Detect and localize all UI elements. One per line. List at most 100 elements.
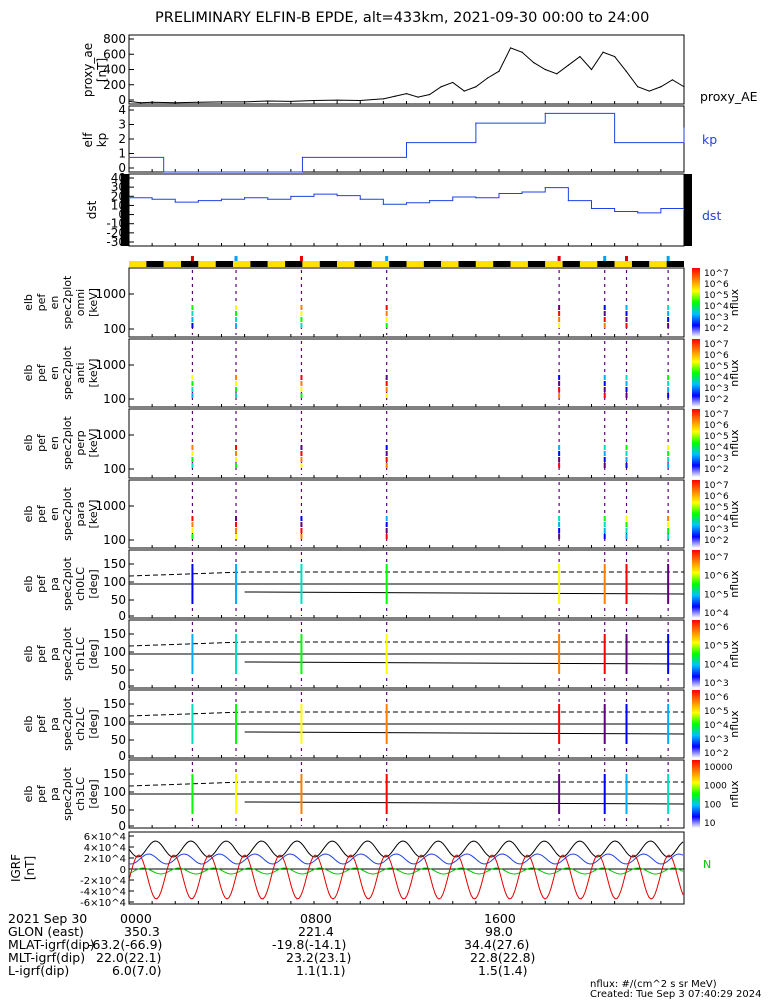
igrf-ylabel-unit: [nT]	[23, 856, 37, 880]
ch1-ytick-label: 50	[111, 663, 126, 677]
para-ylabel-2: en	[48, 507, 61, 521]
proxy-ae-ytick-label: 400	[103, 63, 126, 77]
proxy-ae-line-point	[486, 77, 489, 79]
anti-spectrum-pixel	[558, 375, 561, 380]
perp-spectrum-pixel	[603, 451, 606, 456]
anti-spectrum-pixel	[603, 387, 606, 392]
dst-line-point	[220, 198, 223, 200]
omni-spectrum-pixel	[558, 323, 561, 328]
perp-spectrum-pixel	[625, 445, 628, 450]
ch2-ytick-label: 0	[118, 749, 126, 763]
anti-panel-frame	[128, 338, 685, 408]
proxy-ae-ytick-label: 200	[103, 78, 126, 92]
omni-spectrum-pixel	[558, 311, 561, 316]
ch2-colorbar-tick: 10^6	[704, 693, 729, 703]
science-zone-marker	[299, 256, 303, 261]
omni-colorbar-tick: 10^4	[704, 302, 729, 312]
ch2-pa-pixel	[558, 704, 561, 744]
proxy-ae-legend: proxy_AE	[700, 89, 758, 104]
perp-spectrum-pixel	[558, 463, 561, 468]
perp-spectrum-pixel	[558, 445, 561, 450]
omni-spectrum-pixel	[603, 311, 606, 316]
ch0-colorbar-tick: 10^4	[704, 609, 729, 619]
proxy-ae-line-point	[267, 100, 269, 102]
anti-spectrum-pixel	[558, 381, 561, 386]
science-zone-marker	[666, 256, 670, 261]
para-spectrum-pixel	[625, 516, 628, 521]
proxy-ae-line-point	[290, 100, 292, 103]
science-zone-segment	[250, 261, 268, 267]
science-zone-segment	[146, 261, 164, 267]
para-ylabel-3: spec2plot	[61, 487, 74, 541]
ch3-ylabel-1: pef	[35, 784, 48, 803]
ch3-pa-pixel	[603, 774, 606, 814]
proxy-ae-line-point	[648, 90, 650, 92]
ch2-ylabel-5: [deg]	[87, 709, 100, 738]
dst-edge-bar	[684, 174, 692, 246]
anti-colorbar-tick: 10^7	[704, 340, 729, 350]
omni-spectrum-pixel	[667, 311, 670, 316]
para-colorbar-tick: 10^2	[704, 536, 729, 546]
science-zone-segment	[319, 261, 338, 267]
perp-colorbar-tick: 10^2	[704, 465, 729, 475]
omni-spectrum-pixel	[625, 317, 628, 322]
ch0-pa-pixel	[235, 564, 238, 604]
para-spectrum-pixel	[667, 534, 670, 539]
para-spectrum-pixel	[235, 528, 238, 533]
science-zone-marker	[625, 256, 629, 261]
science-zone-marker	[190, 256, 194, 261]
igrf-ytick-label: 6×10^4	[84, 832, 126, 843]
kp-legend: kp	[702, 132, 718, 147]
proxy-ae-line-point	[394, 95, 396, 97]
glon-value-1: 221.4	[298, 924, 334, 939]
ch2-pa-pixel	[603, 704, 606, 744]
anti-spectrum-pixel	[603, 381, 606, 386]
perp-spectrum-pixel	[667, 463, 670, 468]
ch3-pa-pixel	[191, 774, 194, 814]
ch3-pa-pixel	[667, 774, 670, 814]
science-zone-segment	[423, 261, 442, 267]
igrf-legend-n: N	[703, 858, 711, 871]
omni-colorbar	[692, 268, 700, 337]
ch2-ytick-label: 100	[103, 715, 126, 729]
science-zone-segment	[441, 261, 459, 267]
ch3-ylabel-4: ch3LC	[74, 777, 87, 811]
perp-spectrum-pixel	[558, 451, 561, 456]
l-value-0: 6.0(7.0)	[112, 963, 162, 978]
ch3-ylabel-5: [deg]	[87, 779, 100, 808]
ch0-pa-pixel	[625, 564, 628, 604]
science-zone-segment	[163, 261, 182, 267]
mlt-value-2: 22.8(22.8)	[470, 950, 536, 965]
ch2-ylabel-1: pef	[35, 714, 48, 733]
perp-spectrum-pixel	[300, 445, 303, 450]
l-label: L-igrf(dip)	[8, 963, 70, 978]
para-spectrum-pixel	[385, 522, 388, 527]
science-zone-segment	[337, 261, 355, 267]
ch3-pa-pixel	[625, 774, 628, 814]
proxy-ae-line-point	[417, 96, 419, 98]
ch3-colorbar-label: nflux	[728, 780, 741, 808]
ch0-pa-pixel	[558, 564, 561, 604]
anti-colorbar	[692, 339, 700, 407]
anti-spectrum-pixel	[191, 387, 194, 392]
omni-ytick-100: 100	[103, 322, 126, 336]
dst-line-point	[637, 212, 639, 214]
dst-line-point	[336, 195, 338, 197]
omni-spectrum-pixel	[235, 305, 238, 310]
ch3-colorbar-tick: 10000	[704, 763, 733, 773]
proxy-ae-line-point	[590, 68, 593, 71]
para-colorbar-label: nflux	[728, 500, 741, 528]
kp-line-point	[163, 171, 165, 173]
ch0-colorbar-tick: 10^5	[704, 590, 729, 600]
ch3-colorbar-tick: 100	[704, 800, 721, 810]
para-spectrum-pixel	[385, 534, 388, 539]
ch1-colorbar	[692, 620, 700, 688]
anti-colorbar-tick: 10^5	[704, 362, 729, 372]
ch2-pa-pixel	[191, 704, 194, 744]
omni-spectrum-pixel	[667, 305, 670, 310]
para-ylabel-5: [keV]	[87, 500, 100, 529]
perp-colorbar-tick: 10^6	[704, 421, 729, 431]
ch3-ytick-label: 0	[118, 819, 126, 833]
dst-line-point	[498, 192, 500, 195]
science-zone-segment	[354, 261, 372, 267]
